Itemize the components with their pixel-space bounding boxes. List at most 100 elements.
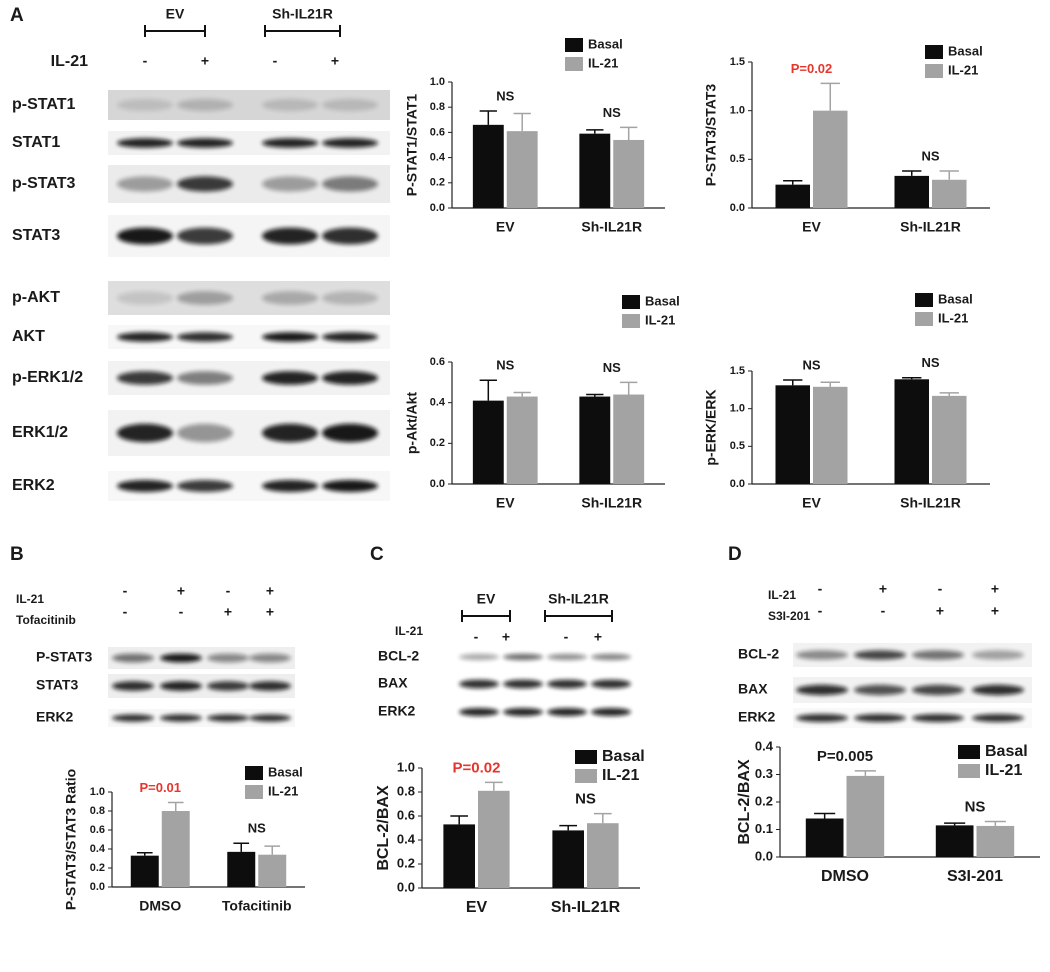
x-tick-label: Sh-IL21R bbox=[900, 495, 961, 511]
y-tick-label: 1.0 bbox=[90, 786, 105, 798]
bar bbox=[775, 184, 810, 208]
y-tick-label: 1.0 bbox=[730, 403, 745, 415]
treatment-label: IL-21 bbox=[768, 588, 796, 602]
legend-swatch bbox=[575, 750, 597, 764]
annotation: NS bbox=[965, 798, 986, 815]
blot-band bbox=[262, 99, 318, 111]
y-tick-label: 1.0 bbox=[430, 76, 445, 88]
blot-band bbox=[322, 138, 378, 148]
blot-row-label: p-AKT bbox=[12, 289, 60, 306]
annotation: NS bbox=[496, 358, 514, 373]
x-tick-label: S3I-201 bbox=[947, 868, 1003, 885]
panel-label: A bbox=[10, 5, 24, 26]
treatment-sign: - bbox=[818, 603, 823, 619]
y-tick-label: 0.1 bbox=[755, 821, 773, 836]
y-tick-label: 0.4 bbox=[430, 397, 446, 409]
error-bar bbox=[513, 112, 531, 132]
blot-band bbox=[177, 227, 233, 245]
legend-label: IL-21 bbox=[948, 62, 978, 77]
blot-row-label: ERK2 bbox=[36, 709, 74, 725]
blot-band bbox=[117, 227, 173, 245]
error-bar bbox=[620, 381, 638, 395]
annotation: NS bbox=[496, 88, 514, 103]
treatment-sign: - bbox=[564, 629, 569, 645]
bar bbox=[976, 825, 1015, 857]
bar bbox=[161, 811, 190, 887]
y-tick-label: 0.4 bbox=[755, 738, 774, 753]
blot-band bbox=[912, 684, 964, 696]
blot-band bbox=[322, 371, 378, 385]
x-tick-label: DMSO bbox=[821, 868, 869, 885]
blot-band bbox=[117, 423, 173, 443]
annotation: NS bbox=[802, 357, 820, 372]
legend-label: IL-21 bbox=[588, 55, 618, 70]
bar bbox=[130, 855, 159, 887]
blot-row-label: AKT bbox=[12, 328, 45, 345]
legend-swatch bbox=[245, 785, 263, 799]
y-tick-label: 0.0 bbox=[730, 202, 745, 214]
treatment-sign: - bbox=[881, 603, 886, 619]
y-tick-label: 1.0 bbox=[730, 105, 745, 117]
annotation: P=0.02 bbox=[791, 61, 833, 76]
error-bar bbox=[586, 393, 604, 397]
blot-band bbox=[207, 714, 249, 722]
blot-band bbox=[322, 176, 378, 192]
error-bar bbox=[984, 820, 1006, 826]
annotation: NS bbox=[248, 821, 266, 836]
error-bar bbox=[820, 82, 840, 111]
y-tick-label: 0.4 bbox=[430, 152, 446, 164]
bar bbox=[579, 396, 611, 484]
blot-row-label: STAT3 bbox=[12, 227, 60, 244]
blot-row-label: ERK1/2 bbox=[12, 424, 68, 441]
legend-swatch bbox=[565, 38, 583, 52]
treatment-sign: + bbox=[177, 583, 185, 599]
y-tick-label: 0.2 bbox=[90, 862, 105, 874]
bar bbox=[813, 386, 848, 484]
bar bbox=[506, 131, 538, 208]
error-bar bbox=[233, 842, 250, 852]
annotation: NS bbox=[921, 355, 939, 370]
blot-band bbox=[262, 291, 318, 305]
blot-row-label: BCL-2 bbox=[738, 646, 779, 662]
bar bbox=[587, 823, 619, 888]
blot-row-label: p-ERK1/2 bbox=[12, 369, 83, 386]
error-bar bbox=[620, 126, 638, 140]
blot-band bbox=[177, 371, 233, 385]
y-tick-label: 0.0 bbox=[430, 202, 445, 214]
bar bbox=[613, 139, 645, 208]
legend-label: Basal bbox=[588, 36, 623, 51]
x-tick-label: Sh-IL21R bbox=[581, 219, 642, 235]
error-bar bbox=[450, 815, 469, 825]
blot-row-label: p-STAT1 bbox=[12, 96, 76, 113]
x-tick-label: Sh-IL21R bbox=[551, 899, 621, 916]
treatment-sign: + bbox=[201, 53, 209, 69]
blot-band bbox=[117, 138, 173, 148]
blot-band bbox=[160, 681, 202, 691]
blot-row-label: ERK2 bbox=[738, 709, 776, 725]
error-bar bbox=[513, 391, 531, 397]
treatment-label: Tofacitinib bbox=[16, 613, 76, 627]
legend-label: Basal bbox=[602, 748, 645, 765]
y-axis-label: P-STAT3/STAT3 Ratio bbox=[63, 769, 79, 910]
x-tick-label: Sh-IL21R bbox=[581, 495, 642, 511]
bar bbox=[894, 175, 929, 208]
bar bbox=[894, 379, 929, 484]
blot-band bbox=[249, 653, 291, 663]
legend-label: IL-21 bbox=[938, 310, 968, 325]
y-tick-label: 1.0 bbox=[397, 759, 415, 774]
y-tick-label: 0.5 bbox=[730, 440, 745, 452]
treatment-sign: + bbox=[266, 604, 274, 620]
annotation: NS bbox=[575, 791, 596, 808]
group-bracket bbox=[144, 25, 206, 37]
treatment-sign: + bbox=[936, 603, 944, 619]
blot-band bbox=[262, 227, 318, 245]
y-axis-label: P-STAT1/STAT1 bbox=[404, 94, 420, 197]
x-tick-label: EV bbox=[802, 495, 821, 511]
blot-band bbox=[177, 423, 233, 443]
blot-band bbox=[503, 679, 543, 689]
error-bar bbox=[479, 379, 497, 401]
treatment-sign: + bbox=[991, 603, 999, 619]
y-tick-label: 0.5 bbox=[730, 153, 745, 165]
